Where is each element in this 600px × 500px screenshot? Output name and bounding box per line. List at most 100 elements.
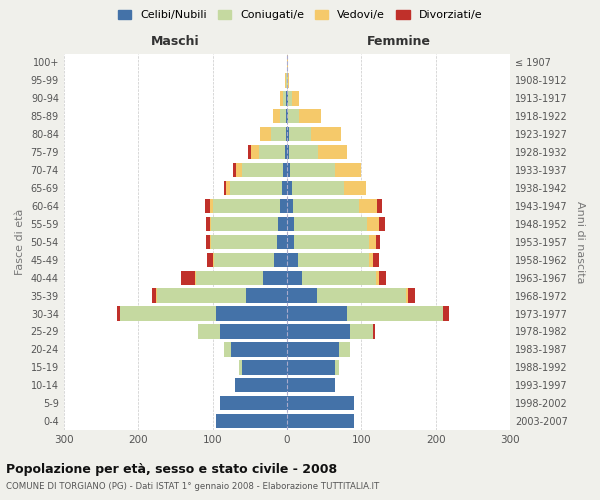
- Bar: [181, 270, 195, 285]
- Bar: [224, 342, 231, 356]
- Bar: [287, 342, 339, 356]
- Bar: [288, 73, 289, 88]
- Legend: Celibi/Nubili, Coniugati/e, Vedovi/e, Divorziati/e: Celibi/Nubili, Coniugati/e, Vedovi/e, Di…: [113, 6, 487, 25]
- Bar: [295, 234, 369, 249]
- Bar: [235, 378, 287, 392]
- Bar: [350, 324, 373, 338]
- Bar: [302, 270, 376, 285]
- Bar: [286, 73, 287, 88]
- Bar: [259, 145, 285, 160]
- Bar: [285, 73, 286, 88]
- Bar: [263, 270, 287, 285]
- Bar: [335, 360, 339, 374]
- Bar: [287, 181, 292, 195]
- Bar: [246, 288, 287, 303]
- Bar: [230, 181, 282, 195]
- Bar: [287, 270, 302, 285]
- Bar: [406, 288, 407, 303]
- Bar: [220, 396, 287, 410]
- Bar: [280, 109, 286, 124]
- Bar: [289, 127, 311, 142]
- Bar: [205, 199, 211, 213]
- Bar: [287, 91, 288, 106]
- Bar: [214, 252, 274, 267]
- Bar: [317, 288, 406, 303]
- Bar: [287, 73, 288, 88]
- Bar: [212, 199, 280, 213]
- Bar: [347, 306, 443, 320]
- Bar: [217, 414, 287, 428]
- Y-axis label: Fasce di età: Fasce di età: [15, 208, 25, 275]
- Bar: [206, 216, 209, 231]
- Bar: [369, 234, 376, 249]
- Bar: [280, 199, 287, 213]
- Bar: [299, 109, 321, 124]
- Bar: [379, 216, 385, 231]
- Text: COMUNE DI TORGIANO (PG) - Dati ISTAT 1° gennaio 2008 - Elaborazione TUTTITALIA.I: COMUNE DI TORGIANO (PG) - Dati ISTAT 1° …: [6, 482, 379, 491]
- Bar: [369, 252, 373, 267]
- Bar: [292, 91, 299, 106]
- Text: Femmine: Femmine: [367, 35, 431, 48]
- Bar: [271, 127, 286, 142]
- Bar: [407, 288, 415, 303]
- Bar: [295, 216, 367, 231]
- Bar: [287, 127, 289, 142]
- Bar: [376, 234, 380, 249]
- Bar: [287, 396, 354, 410]
- Bar: [319, 145, 347, 160]
- Bar: [292, 181, 344, 195]
- Bar: [287, 378, 335, 392]
- Bar: [274, 252, 287, 267]
- Bar: [443, 306, 449, 320]
- Bar: [157, 288, 246, 303]
- Bar: [278, 216, 287, 231]
- Bar: [211, 234, 277, 249]
- Bar: [118, 306, 119, 320]
- Bar: [311, 127, 341, 142]
- Bar: [359, 199, 377, 213]
- Bar: [231, 342, 287, 356]
- Bar: [287, 288, 317, 303]
- Bar: [287, 109, 288, 124]
- Bar: [211, 216, 278, 231]
- Bar: [119, 306, 217, 320]
- Bar: [233, 163, 236, 178]
- Bar: [206, 234, 209, 249]
- Bar: [251, 145, 259, 160]
- Bar: [288, 91, 292, 106]
- Bar: [198, 324, 220, 338]
- Bar: [379, 270, 386, 285]
- Bar: [212, 252, 214, 267]
- Bar: [289, 145, 319, 160]
- Bar: [280, 91, 283, 106]
- Bar: [282, 181, 287, 195]
- Bar: [287, 216, 295, 231]
- Bar: [211, 199, 212, 213]
- Bar: [287, 306, 347, 320]
- Bar: [236, 163, 242, 178]
- Bar: [273, 109, 280, 124]
- Bar: [209, 234, 211, 249]
- Bar: [260, 127, 271, 142]
- Bar: [286, 91, 287, 106]
- Bar: [286, 127, 287, 142]
- Bar: [287, 252, 298, 267]
- Bar: [287, 324, 350, 338]
- Bar: [242, 360, 287, 374]
- Bar: [152, 288, 156, 303]
- Bar: [367, 216, 379, 231]
- Bar: [287, 145, 289, 160]
- Bar: [220, 324, 287, 338]
- Bar: [344, 181, 366, 195]
- Text: Popolazione per età, sesso e stato civile - 2008: Popolazione per età, sesso e stato civil…: [6, 462, 337, 475]
- Bar: [373, 252, 379, 267]
- Bar: [217, 306, 287, 320]
- Bar: [224, 181, 226, 195]
- Bar: [242, 163, 283, 178]
- Bar: [195, 270, 196, 285]
- Bar: [293, 199, 359, 213]
- Bar: [287, 234, 295, 249]
- Bar: [283, 163, 287, 178]
- Bar: [287, 199, 293, 213]
- Text: Maschi: Maschi: [151, 35, 200, 48]
